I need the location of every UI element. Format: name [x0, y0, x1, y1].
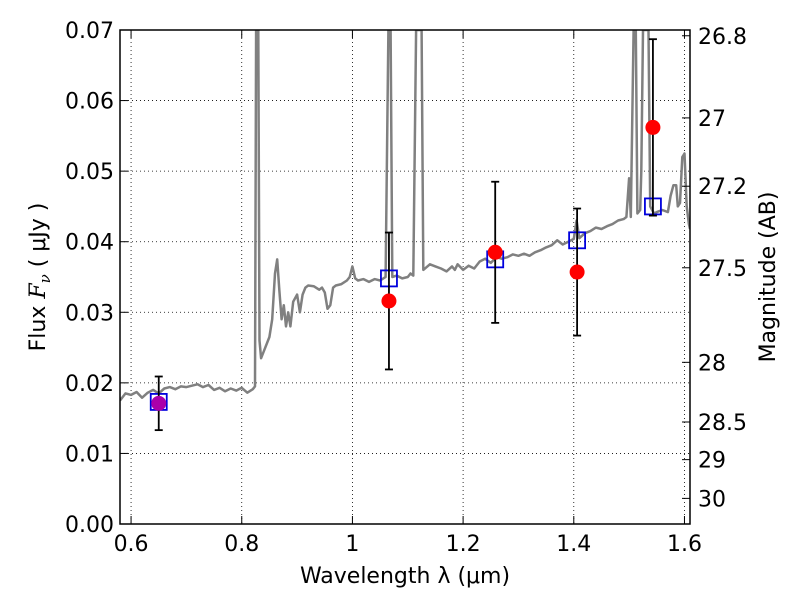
- right-tick-label: 27: [698, 107, 726, 132]
- y-axis-label-var: F: [26, 283, 51, 300]
- y-axis-label-sub: ν: [36, 274, 54, 283]
- right-axis-label: Magnitude (AB): [756, 192, 781, 363]
- x-tick-label: 1.6: [667, 532, 702, 557]
- plot-frame: [119, 29, 691, 525]
- right-tick-label: 27.2: [698, 175, 747, 200]
- x-tick-label: 0.6: [114, 532, 149, 557]
- observed-point: [645, 119, 661, 135]
- data-series: [120, 30, 690, 402]
- y-axis-label: Flux Fν ( μJy ): [26, 203, 54, 352]
- y-axis-label-suffix: ( μJy ): [26, 203, 51, 275]
- axis-ticks: 0.6 0.8 1 1.2 1.4 1.6 0.00 0.01 0.02 0.03 0.04 0.05…: [65, 19, 747, 557]
- x-tick-label: 1.2: [446, 532, 481, 557]
- right-tick-label: 29: [698, 449, 726, 474]
- right-tick-label: 27.5: [698, 257, 747, 282]
- y-tick-label: 0.06: [65, 90, 114, 115]
- right-tick-label: 28.5: [698, 411, 747, 436]
- y-tick-label: 0.02: [65, 372, 114, 397]
- spectrum-line: [120, 30, 690, 402]
- observed-point: [381, 293, 397, 309]
- right-tick-label: 26.8: [698, 25, 747, 50]
- observed-point: [569, 264, 585, 280]
- right-tick-label: 28: [698, 351, 726, 376]
- observed-point: [151, 395, 167, 411]
- y-tick-label: 0.03: [65, 301, 114, 326]
- x-tick-label: 1: [345, 532, 359, 557]
- y-tick-label: 0.04: [65, 231, 114, 256]
- y-tick-label: 0.01: [65, 442, 114, 467]
- y-tick-label: 0.07: [65, 19, 114, 44]
- y-tick-label: 0.00: [65, 513, 114, 538]
- y-tick-label: 0.05: [65, 160, 114, 185]
- x-axis-label: Wavelength λ (μm): [300, 564, 510, 589]
- y-axis-label-prefix: Flux: [26, 299, 51, 352]
- right-tick-label: 30: [698, 487, 726, 512]
- observed-point: [487, 244, 503, 260]
- x-tick-label: 0.8: [224, 532, 259, 557]
- x-tick-label: 1.4: [556, 532, 591, 557]
- data-markers: [149, 38, 662, 432]
